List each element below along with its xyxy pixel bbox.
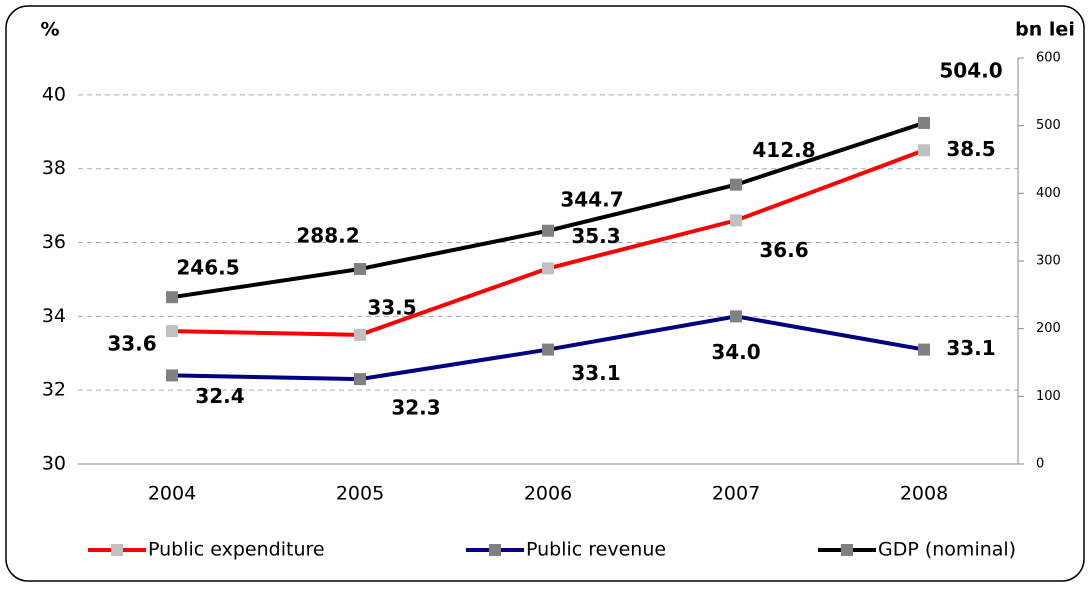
value-label: 32.3 xyxy=(391,396,440,420)
value-label: 38.5 xyxy=(946,137,995,161)
y-axis-label: % xyxy=(40,19,59,41)
legend-marker xyxy=(841,544,853,556)
marker xyxy=(542,224,554,237)
marker xyxy=(918,116,930,129)
y2-tick-label: 0 xyxy=(1036,457,1044,472)
chart-frame xyxy=(5,5,1085,582)
marker xyxy=(730,214,742,227)
y-tick-label: 30 xyxy=(42,453,66,475)
value-label: 36.6 xyxy=(759,238,808,262)
marker xyxy=(354,262,366,275)
value-label: 412.8 xyxy=(752,138,815,162)
marker xyxy=(542,262,554,275)
x-tick-label: 2005 xyxy=(336,483,384,505)
y2-tick-label: 200 xyxy=(1036,321,1061,336)
legend-label: GDP (nominal) xyxy=(878,539,1016,561)
legend-marker xyxy=(489,544,501,556)
value-label: 32.4 xyxy=(195,384,244,408)
marker xyxy=(354,328,366,341)
marker xyxy=(918,144,930,157)
x-tick-label: 2004 xyxy=(148,483,196,505)
value-label: 33.1 xyxy=(946,336,995,360)
value-label: 344.7 xyxy=(560,187,623,211)
y-tick-label: 32 xyxy=(42,379,66,401)
y-tick-label: 40 xyxy=(42,83,66,105)
marker xyxy=(166,291,178,304)
value-label: 35.3 xyxy=(571,224,620,248)
y2-tick-label: 500 xyxy=(1036,118,1061,133)
value-label: 288.2 xyxy=(296,223,359,247)
y-tick-label: 34 xyxy=(42,305,66,327)
legend-marker xyxy=(111,544,123,556)
y2-tick-label: 300 xyxy=(1036,254,1061,269)
marker xyxy=(730,310,742,323)
value-label: 504.0 xyxy=(939,58,1002,82)
marker xyxy=(166,325,178,338)
marker xyxy=(542,343,554,356)
value-label: 33.6 xyxy=(107,332,156,356)
y2-tick-label: 400 xyxy=(1036,186,1061,201)
x-tick-label: 2008 xyxy=(900,483,948,505)
marker xyxy=(354,373,366,386)
legend-label: Public revenue xyxy=(526,539,666,561)
y-tick-label: 36 xyxy=(42,231,66,253)
value-label: 34.0 xyxy=(711,340,760,364)
marker xyxy=(918,343,930,356)
legend-label: Public expenditure xyxy=(148,539,325,561)
value-label: 33.1 xyxy=(571,361,620,385)
marker xyxy=(730,178,742,191)
value-label: 33.5 xyxy=(367,295,416,319)
y2-tick-label: 100 xyxy=(1036,389,1061,404)
x-tick-label: 2006 xyxy=(524,483,572,505)
value-label: 246.5 xyxy=(176,256,239,280)
x-tick-label: 2007 xyxy=(712,483,760,505)
y2-axis-label: bn lei xyxy=(1015,19,1075,41)
y-tick-label: 38 xyxy=(42,157,66,179)
y2-tick-label: 600 xyxy=(1036,51,1061,66)
marker xyxy=(166,369,178,382)
